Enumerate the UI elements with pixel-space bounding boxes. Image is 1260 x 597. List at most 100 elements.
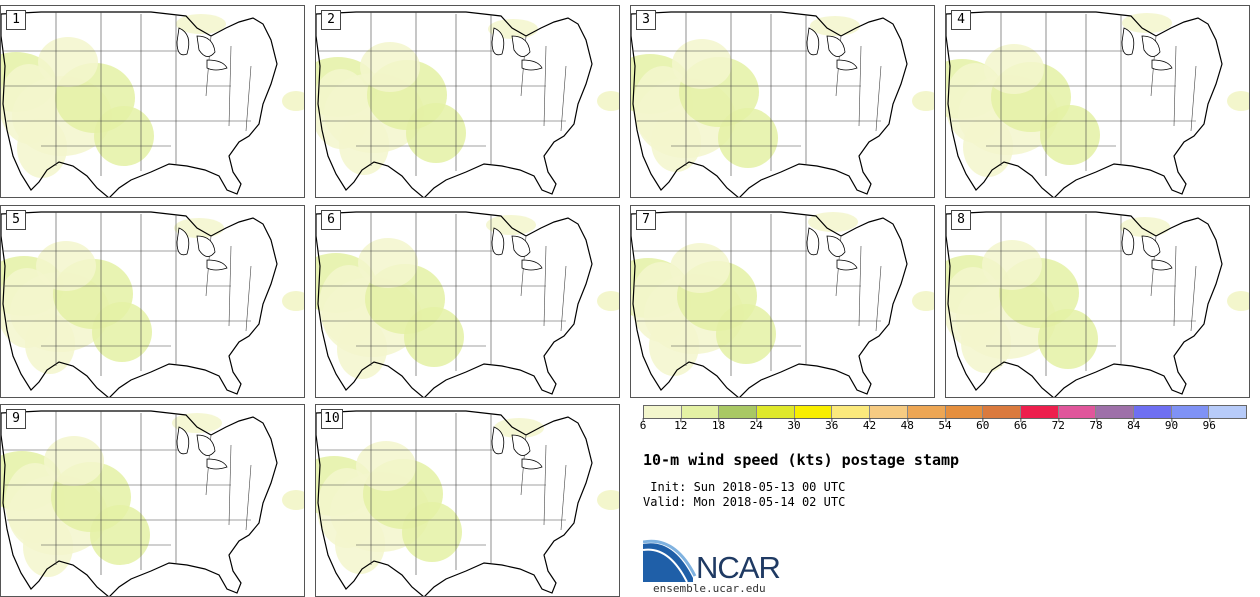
great-lakes	[806, 227, 858, 271]
great-lakes	[1121, 227, 1173, 271]
wind-shading	[808, 212, 858, 232]
wind-shading	[1227, 91, 1249, 111]
great-lakes	[1121, 27, 1173, 71]
coastline	[631, 11, 908, 197]
colorbar-tick-label: 78	[1089, 418, 1103, 432]
state-border	[543, 45, 547, 127]
state-border	[543, 245, 547, 327]
ncar-logo-icon	[643, 539, 697, 583]
wind-shading	[651, 112, 701, 172]
coastline	[631, 211, 908, 397]
map-panel: 3	[630, 5, 935, 198]
state-border	[1173, 45, 1177, 127]
wind-shading	[1040, 105, 1100, 165]
member-label: 7	[636, 210, 656, 230]
colorbar-tick-label: 66	[1013, 418, 1028, 432]
colorbar-segment	[794, 406, 833, 418]
us-map	[946, 211, 1249, 397]
us-map	[631, 211, 934, 397]
great-lakes	[806, 27, 858, 71]
wind-shading	[963, 117, 1013, 177]
map-panel: 9	[0, 404, 305, 597]
colorbar-segment	[1020, 406, 1059, 418]
great-lakes	[176, 27, 228, 71]
colorbar-tick-label: 24	[749, 418, 763, 432]
state-border	[560, 265, 567, 332]
wind-shading	[282, 490, 304, 510]
colorbar-segment	[907, 406, 946, 418]
colorbar-tick-label: 30	[787, 418, 801, 432]
wind-shading	[597, 490, 619, 510]
wind-shading	[335, 514, 385, 574]
wind-shading	[597, 91, 619, 111]
great-lakes	[491, 227, 543, 271]
colorbar-segment	[1209, 406, 1246, 418]
coastline	[316, 211, 593, 397]
ncar-logo-text: NCAR	[696, 550, 781, 585]
colorbar-segment	[1096, 406, 1134, 418]
state-border	[560, 464, 567, 531]
member-label: 10	[321, 409, 343, 429]
map-panel: 4	[945, 5, 1250, 198]
map-panel: 8	[945, 205, 1250, 398]
wind-shading	[44, 436, 104, 486]
figure-title: 10-m wind speed (kts) postage stamp	[643, 451, 960, 469]
state-border	[245, 65, 252, 132]
wind-shading	[337, 319, 387, 379]
colorbar-tick-label: 84	[1127, 418, 1141, 432]
us-map	[316, 410, 619, 596]
us-map	[631, 11, 934, 197]
wind-speed-colorbar	[643, 405, 1247, 419]
wind-shading	[174, 218, 224, 238]
wind-shading	[92, 302, 152, 362]
wind-shading	[486, 215, 536, 235]
wind-shading	[1122, 13, 1172, 33]
colorbar-tick-label: 6	[639, 418, 647, 432]
colorbar-tick-label: 60	[976, 418, 990, 432]
map-panel: 2	[315, 5, 620, 198]
state-border	[1190, 265, 1197, 332]
valid-time: Valid: Mon 2018-05-14 02 UTC	[643, 495, 846, 509]
member-label: 1	[6, 10, 26, 30]
wind-shading	[810, 16, 860, 36]
great-lakes	[176, 426, 228, 470]
us-map	[946, 11, 1249, 197]
state-border	[1173, 245, 1177, 327]
wind-shading	[282, 91, 304, 111]
colorbar-tick-label: 96	[1202, 418, 1216, 432]
colorbar-segment	[644, 406, 682, 418]
colorbar-segment	[719, 406, 758, 418]
coastline	[946, 211, 1223, 397]
wind-shading	[718, 108, 778, 168]
wind-shading	[38, 37, 98, 87]
wind-shading	[984, 44, 1044, 94]
us-map	[316, 211, 619, 397]
wind-shading	[17, 118, 67, 178]
wind-shading	[912, 91, 934, 111]
wind-shading	[282, 291, 304, 311]
colorbar-tick-label: 48	[900, 418, 914, 432]
wind-shading	[597, 291, 619, 311]
great-lakes	[491, 426, 543, 470]
wind-shading	[1120, 217, 1170, 237]
wind-shading	[672, 39, 732, 89]
coastline	[316, 11, 593, 197]
colorbar-tick-label: 12	[674, 418, 688, 432]
wind-shading	[716, 304, 776, 364]
colorbar-segment	[1171, 406, 1210, 418]
member-label: 5	[6, 210, 26, 230]
member-label: 2	[321, 10, 341, 30]
colorbar-ticks: 6 12 18 24 30 36 42 48 54 60 66 72 78 84 90 96	[639, 418, 1247, 441]
member-label: 9	[6, 409, 26, 429]
site-url[interactable]: ensemble.ucar.edu	[653, 582, 766, 595]
coastline	[1, 211, 278, 397]
wind-shading	[36, 241, 96, 291]
state-border	[228, 444, 232, 526]
wind-shading	[402, 502, 462, 562]
wind-shading	[404, 307, 464, 367]
member-label: 8	[951, 210, 971, 230]
map-panel: 7	[630, 205, 935, 398]
wind-shading	[982, 240, 1042, 290]
wind-shading	[356, 441, 416, 491]
colorbar-tick-label: 72	[1051, 418, 1065, 432]
